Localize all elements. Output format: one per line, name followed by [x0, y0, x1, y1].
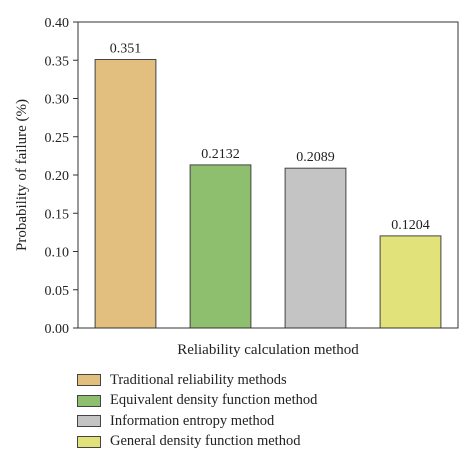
- legend-item-traditional: Traditional reliability methods: [77, 370, 317, 391]
- legend: Traditional reliability methods Equivale…: [77, 370, 317, 452]
- bar-value-label: 0.2132: [201, 147, 240, 162]
- legend-swatch: [77, 415, 101, 428]
- y-tick-label: 0.30: [45, 93, 70, 108]
- x-axis-label: Reliability calculation method: [177, 342, 359, 358]
- bars: [94, 58, 442, 329]
- y-tick-label: 0.20: [45, 169, 70, 184]
- legend-label: General density function method: [110, 433, 301, 450]
- y-tick-label: 0.10: [45, 246, 70, 261]
- bar: [284, 167, 347, 329]
- y-tick-label: 0.35: [45, 54, 70, 69]
- bar-value-label: 0.351: [110, 41, 142, 56]
- y-axis-label: Probability of failure (%): [14, 99, 30, 251]
- bar: [94, 58, 157, 329]
- y-tick-label: 0.40: [45, 16, 70, 31]
- bar-value-labels: 0.351 0.2132 0.2089 0.1204: [110, 41, 430, 232]
- legend-item-information-entropy: Information entropy method: [77, 411, 317, 432]
- y-tick-label: 0.25: [45, 131, 70, 146]
- legend-label: Information entropy method: [110, 412, 275, 429]
- legend-item-equivalent-density: Equivalent density function method: [77, 391, 317, 412]
- legend-label: Traditional reliability methods: [110, 371, 287, 388]
- y-tick-label: 0.00: [45, 322, 70, 337]
- legend-swatch: [77, 435, 101, 448]
- plot-frame: [77, 21, 459, 329]
- bar-value-label: 0.1204: [391, 218, 430, 233]
- y-tick-label: 0.05: [45, 284, 70, 299]
- bar: [189, 164, 252, 329]
- bar-value-label: 0.2089: [296, 150, 335, 165]
- legend-label: Equivalent density function method: [110, 392, 318, 409]
- y-tick-label: 0.15: [45, 207, 70, 222]
- legend-swatch: [77, 374, 101, 387]
- bar: [379, 235, 442, 329]
- legend-swatch: [77, 394, 101, 407]
- legend-item-general-density: General density function method: [77, 432, 317, 453]
- y-axis-ticks: 0.00 0.05 0.10 0.15 0.20 0.25 0.30 0.35 0.40: [45, 16, 78, 337]
